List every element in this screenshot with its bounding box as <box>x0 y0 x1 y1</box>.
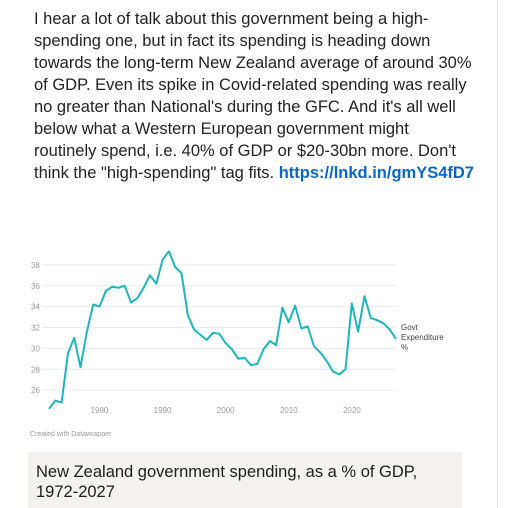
x-tick-label: 2010 <box>280 406 298 415</box>
line-chart: 26 28 30 32 34 36 38 1980 1990 2000 2010 2020 Govt Ex… <box>30 250 444 438</box>
x-tick-label: 2000 <box>217 406 235 415</box>
post-body-text: I hear a lot of talk about this governme… <box>34 10 472 182</box>
caption-bar[interactable]: New Zealand government spending, as a % … <box>28 452 462 508</box>
series-label: Govt Expenditure% <box>401 323 444 352</box>
y-tick-label: 26 <box>31 386 40 395</box>
y-tick-label: 36 <box>31 282 40 291</box>
caption-title: New Zealand government spending, as a % … <box>36 463 418 501</box>
chart-container: 26 28 30 32 34 36 38 1980 1990 2000 2010 2020 Govt Ex… <box>28 232 480 442</box>
right-edge-divider <box>497 0 512 508</box>
x-tick-label: 2020 <box>343 406 361 415</box>
post-link[interactable]: https://lnkd.in/gmYS4fD7 <box>278 164 474 182</box>
x-tick-label: 1980 <box>91 406 109 415</box>
y-tick-label: 30 <box>31 344 40 353</box>
x-tick-label: 1990 <box>154 406 172 415</box>
y-tick-label: 32 <box>31 324 40 333</box>
y-tick-label: 28 <box>31 365 40 374</box>
series-line <box>48 250 397 410</box>
y-tick-label: 34 <box>31 303 40 312</box>
y-tick-label: 38 <box>31 261 40 270</box>
chart-credit: Created with Datawrapper <box>30 431 112 438</box>
post-body: I hear a lot of talk about this governme… <box>34 8 474 184</box>
